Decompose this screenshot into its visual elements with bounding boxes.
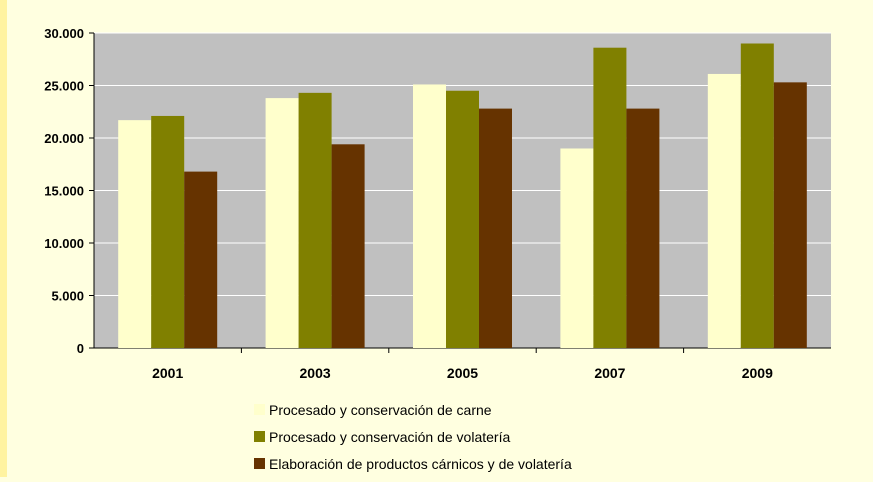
bar	[479, 108, 512, 348]
legend-label: Procesado y conservación de carne	[269, 401, 492, 418]
x-tick-label: 2005	[447, 365, 478, 381]
y-tick-label: 0	[77, 341, 84, 356]
y-tick-label: 10.000	[44, 236, 84, 251]
legend: Procesado y conservación de carne Procesa…	[254, 396, 572, 477]
legend-item: Procesado y conservación de carne	[254, 396, 572, 423]
bar	[707, 73, 741, 348]
bar	[298, 92, 332, 348]
bar	[413, 84, 446, 348]
bar	[593, 47, 627, 348]
y-tick-label: 5.000	[51, 289, 84, 304]
left-frame-border	[0, 0, 7, 477]
bar	[740, 43, 774, 348]
x-tick-label: 2003	[300, 365, 331, 381]
legend-swatch	[254, 431, 265, 442]
bar	[331, 144, 365, 348]
legend-item: Procesado y conservación de volatería	[254, 423, 572, 450]
y-tick-label: 30.000	[44, 26, 84, 41]
bar	[560, 148, 594, 348]
bar	[626, 108, 660, 348]
x-tick-label: 2007	[594, 365, 625, 381]
legend-swatch	[254, 404, 265, 415]
bar	[184, 171, 218, 348]
legend-item: Elaboración de productos cárnicos y de v…	[254, 450, 572, 477]
bar	[265, 98, 299, 348]
legend-label: Procesado y conservación de volatería	[269, 428, 511, 445]
bar	[446, 90, 479, 348]
bar	[118, 120, 152, 349]
x-tick-label: 2001	[152, 365, 183, 381]
x-tick-label: 2009	[742, 365, 773, 381]
y-tick-label: 15.000	[44, 184, 84, 199]
y-tick-label: 20.000	[44, 131, 84, 146]
bar	[773, 82, 807, 348]
bar	[151, 115, 185, 348]
y-tick-label: 25.000	[44, 79, 84, 94]
legend-label: Elaboración de productos cárnicos y de v…	[269, 455, 572, 472]
legend-swatch	[254, 458, 265, 469]
